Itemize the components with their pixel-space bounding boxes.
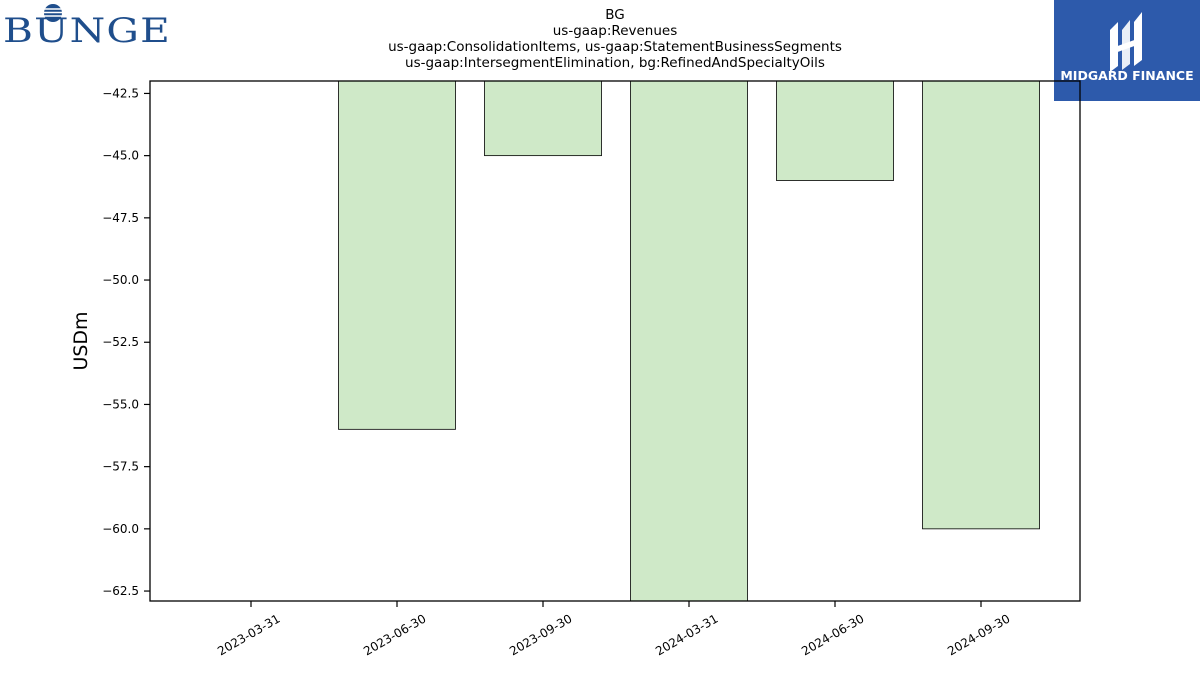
bar-2023-06-30 [338, 80, 456, 430]
bunge-logo-mark [44, 4, 62, 22]
bar-2024-03-31 [630, 80, 748, 602]
midgard-logo-text: MIDGARD FINANCE [1060, 68, 1193, 83]
chart-title-line-2: us-gaap:Revenues [552, 23, 678, 39]
y-tick-label-1: −45.0 [102, 149, 139, 163]
bunge-logo-text: BUNGE [3, 11, 171, 50]
y-tick-label-4: −52.5 [102, 335, 139, 349]
midgard-finance-logo: MIDGARD FINANCE [1054, 0, 1200, 101]
x-tick-label-2023-03-31: 2023-03-31 [215, 611, 282, 658]
y-tick-label-0: −42.5 [102, 86, 139, 100]
y-tick-label-2: −47.5 [102, 211, 139, 225]
y-tick-label-5: −55.0 [102, 397, 139, 411]
chart-title-line-1: BG [605, 7, 625, 23]
plot-frame [149, 80, 1081, 602]
x-tick-label-2024-06-30: 2024-06-30 [799, 611, 866, 658]
bars-group [338, 80, 1040, 602]
chart-title-line-4: us-gaap:IntersegmentElimination, bg:Refi… [405, 55, 825, 71]
y-tick-label-8: −62.5 [102, 584, 139, 598]
x-tick-label-2023-06-30: 2023-06-30 [361, 611, 428, 658]
bar-2024-06-30 [776, 80, 894, 181]
y-tick-label-3: −50.0 [102, 273, 139, 287]
x-tick-label-2024-09-30: 2024-09-30 [945, 611, 1012, 658]
chart-title-line-3: us-gaap:ConsolidationItems, us-gaap:Stat… [388, 39, 842, 55]
bunge-logo: BUNGE [3, 4, 171, 50]
y-tick-label-6: −57.5 [102, 460, 139, 474]
midgard-logo-mark [1110, 12, 1142, 72]
y-axis: −42.5 −45.0 −47.5 −50.0 −52.5 −55.0 −57.5 −60.0… [102, 86, 150, 598]
x-axis: 2023-03-31 2023-06-30 2023-09-30 2024-03-31… [215, 601, 1013, 658]
y-axis-label: USDm [70, 311, 92, 370]
bar-2024-09-30 [922, 80, 1040, 530]
y-tick-label-7: −60.0 [102, 522, 139, 536]
bar-2023-09-30 [484, 80, 602, 157]
x-tick-label-2024-03-31: 2024-03-31 [653, 611, 720, 658]
x-tick-label-2023-09-30: 2023-09-30 [507, 611, 574, 658]
